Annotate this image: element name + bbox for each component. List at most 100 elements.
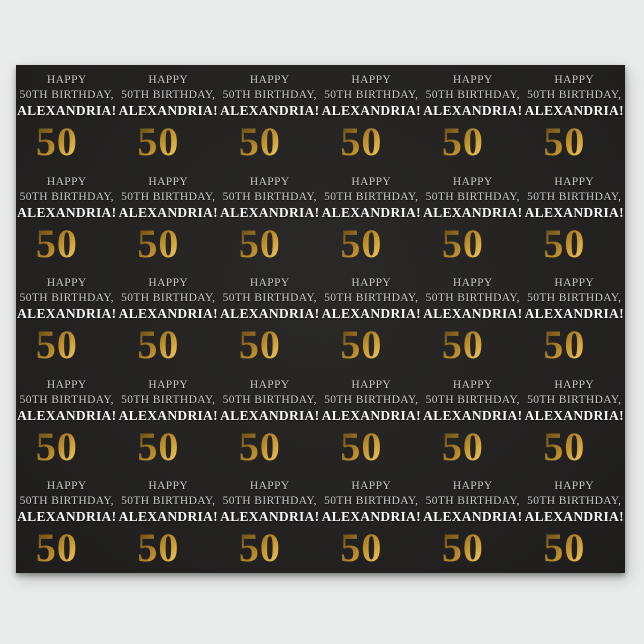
tile-big-number: 50th (543, 126, 605, 164)
tile-big-number: 50th (239, 329, 301, 367)
tile-line-birthday: 50TH BIRTHDAY, (527, 393, 622, 406)
tile-big-number: 50th (340, 431, 402, 469)
tile-line-birthday: 50TH BIRTHDAY, (324, 89, 419, 101)
pattern-tile: HAPPY 50TH BIRTHDAY, ALEXANDRIA! 50th (422, 268, 524, 370)
tile-number-text: 50 (340, 423, 383, 469)
pattern-tile: HAPPY 50TH BIRTHDAY, ALEXANDRIA! 50th (321, 268, 423, 370)
tile-line-birthday: 50TH BIRTHDAY, (425, 495, 520, 508)
tile-number-text: 50 (137, 423, 180, 469)
tile-line-happy: HAPPY (554, 480, 595, 493)
tile-number-suffix: th (484, 327, 504, 352)
pattern-tile: HAPPY 50TH BIRTHDAY, ALEXANDRIA! 50th (16, 65, 118, 167)
pattern-tile: HAPPY 50TH BIRTHDAY, ALEXANDRIA! 50th (524, 471, 626, 573)
pattern-tile: HAPPY 50TH BIRTHDAY, ALEXANDRIA! 50th (524, 268, 626, 370)
tile-number-suffix: th (180, 428, 200, 453)
tile-number-text: 50 (137, 119, 180, 164)
tile-number-text: 50 (238, 423, 281, 469)
tile-big-number: 50th (36, 431, 98, 469)
tile-line-name: ALEXANDRIA! (423, 407, 523, 423)
tile-big-number: 50th (543, 329, 605, 367)
tile-big-number: 50th (239, 431, 301, 469)
pattern-tile: HAPPY 50TH BIRTHDAY, ALEXANDRIA! 50th (524, 65, 626, 167)
tile-line-name: ALEXANDRIA! (321, 306, 421, 322)
pattern-tile: HAPPY 50TH BIRTHDAY, ALEXANDRIA! 50th (422, 471, 524, 573)
tile-line-happy: HAPPY (249, 378, 290, 391)
tile-line-name: ALEXANDRIA! (524, 407, 624, 423)
tile-number-suffix: th (281, 530, 301, 555)
pattern-tile: HAPPY 50TH BIRTHDAY, ALEXANDRIA! 50th (422, 167, 524, 269)
pattern-tile: HAPPY 50TH BIRTHDAY, ALEXANDRIA! 50th (422, 65, 524, 167)
tile-line-happy: HAPPY (351, 378, 392, 391)
tile-line-happy: HAPPY (554, 175, 595, 188)
pattern-tile: HAPPY 50TH BIRTHDAY, ALEXANDRIA! 50th (16, 370, 118, 472)
pattern-tile: HAPPY 50TH BIRTHDAY, ALEXANDRIA! 50th (118, 65, 220, 167)
tile-number-text: 50 (543, 220, 586, 266)
tile-line-birthday: 50TH BIRTHDAY, (121, 495, 216, 508)
tile-line-name: ALEXANDRIA! (423, 306, 523, 322)
pattern-tile: HAPPY 50TH BIRTHDAY, ALEXANDRIA! 50th (219, 471, 321, 573)
tile-line-birthday: 50TH BIRTHDAY, (222, 495, 317, 508)
tile-number-suffix: th (78, 124, 98, 148)
tile-number-text: 50 (238, 525, 281, 571)
tile-big-number: 50th (137, 329, 199, 367)
tile-number-text: 50 (543, 322, 586, 368)
tile-line-birthday: 50TH BIRTHDAY, (527, 292, 622, 305)
tile-big-number: 50th (239, 228, 301, 266)
tile-line-birthday: 50TH BIRTHDAY, (121, 190, 216, 203)
tile-number-suffix: th (586, 530, 606, 555)
tile-number-suffix: th (484, 124, 504, 148)
tile-line-name: ALEXANDRIA! (423, 509, 523, 525)
wrapping-paper-sheet: HAPPY 50TH BIRTHDAY, ALEXANDRIA! 50th HA… (16, 65, 625, 573)
tile-line-name: ALEXANDRIA! (118, 509, 218, 525)
tile-big-number: 50th (340, 228, 402, 266)
tile-line-birthday: 50TH BIRTHDAY, (527, 190, 622, 203)
tile-number-suffix: th (586, 327, 606, 352)
tile-line-happy: HAPPY (452, 74, 493, 86)
tile-line-name: ALEXANDRIA! (118, 306, 218, 322)
tile-line-name: ALEXANDRIA! (118, 407, 218, 423)
tile-line-birthday: 50TH BIRTHDAY, (222, 190, 317, 203)
pattern-tile: HAPPY 50TH BIRTHDAY, ALEXANDRIA! 50th (219, 167, 321, 269)
tile-number-suffix: th (78, 428, 98, 453)
tile-number-suffix: th (586, 124, 606, 148)
tile-line-name: ALEXANDRIA! (524, 509, 624, 525)
tile-big-number: 50th (543, 532, 605, 570)
tile-number-suffix: th (383, 530, 403, 555)
tile-line-birthday: 50TH BIRTHDAY, (222, 89, 317, 101)
tile-line-birthday: 50TH BIRTHDAY, (222, 292, 317, 305)
pattern-tile: HAPPY 50TH BIRTHDAY, ALEXANDRIA! 50th (118, 471, 220, 573)
tile-line-happy: HAPPY (249, 74, 290, 86)
pattern-tile: HAPPY 50TH BIRTHDAY, ALEXANDRIA! 50th (321, 167, 423, 269)
tile-number-text: 50 (543, 525, 586, 571)
tile-big-number: 50th (442, 126, 504, 164)
tile-big-number: 50th (239, 126, 301, 164)
tile-big-number: 50th (442, 228, 504, 266)
tile-line-birthday: 50TH BIRTHDAY, (324, 292, 419, 305)
tile-number-suffix: th (78, 225, 98, 250)
tile-line-name: ALEXANDRIA! (17, 204, 117, 220)
tile-line-name: ALEXANDRIA! (118, 103, 218, 118)
tile-number-suffix: th (180, 225, 200, 250)
tile-number-suffix: th (281, 327, 301, 352)
pattern-tile: HAPPY 50TH BIRTHDAY, ALEXANDRIA! 50th (321, 370, 423, 472)
tile-line-name: ALEXANDRIA! (220, 407, 320, 423)
tile-number-suffix: th (78, 530, 98, 555)
tile-big-number: 50th (442, 329, 504, 367)
tile-line-happy: HAPPY (452, 480, 493, 493)
tile-number-text: 50 (35, 220, 78, 266)
tile-big-number: 50th (36, 126, 98, 164)
tile-number-text: 50 (137, 322, 180, 368)
pattern-tile: HAPPY 50TH BIRTHDAY, ALEXANDRIA! 50th (422, 370, 524, 472)
tile-big-number: 50th (543, 228, 605, 266)
tile-big-number: 50th (543, 431, 605, 469)
tile-number-suffix: th (281, 428, 301, 453)
tile-line-birthday: 50TH BIRTHDAY, (19, 190, 114, 203)
tile-line-happy: HAPPY (452, 175, 493, 188)
pattern-tile: HAPPY 50TH BIRTHDAY, ALEXANDRIA! 50th (16, 471, 118, 573)
tile-line-birthday: 50TH BIRTHDAY, (19, 89, 114, 101)
tile-line-birthday: 50TH BIRTHDAY, (19, 393, 114, 406)
tile-number-text: 50 (238, 220, 281, 266)
tile-line-birthday: 50TH BIRTHDAY, (324, 495, 419, 508)
tile-line-name: ALEXANDRIA! (220, 204, 320, 220)
tile-line-name: ALEXANDRIA! (321, 509, 421, 525)
